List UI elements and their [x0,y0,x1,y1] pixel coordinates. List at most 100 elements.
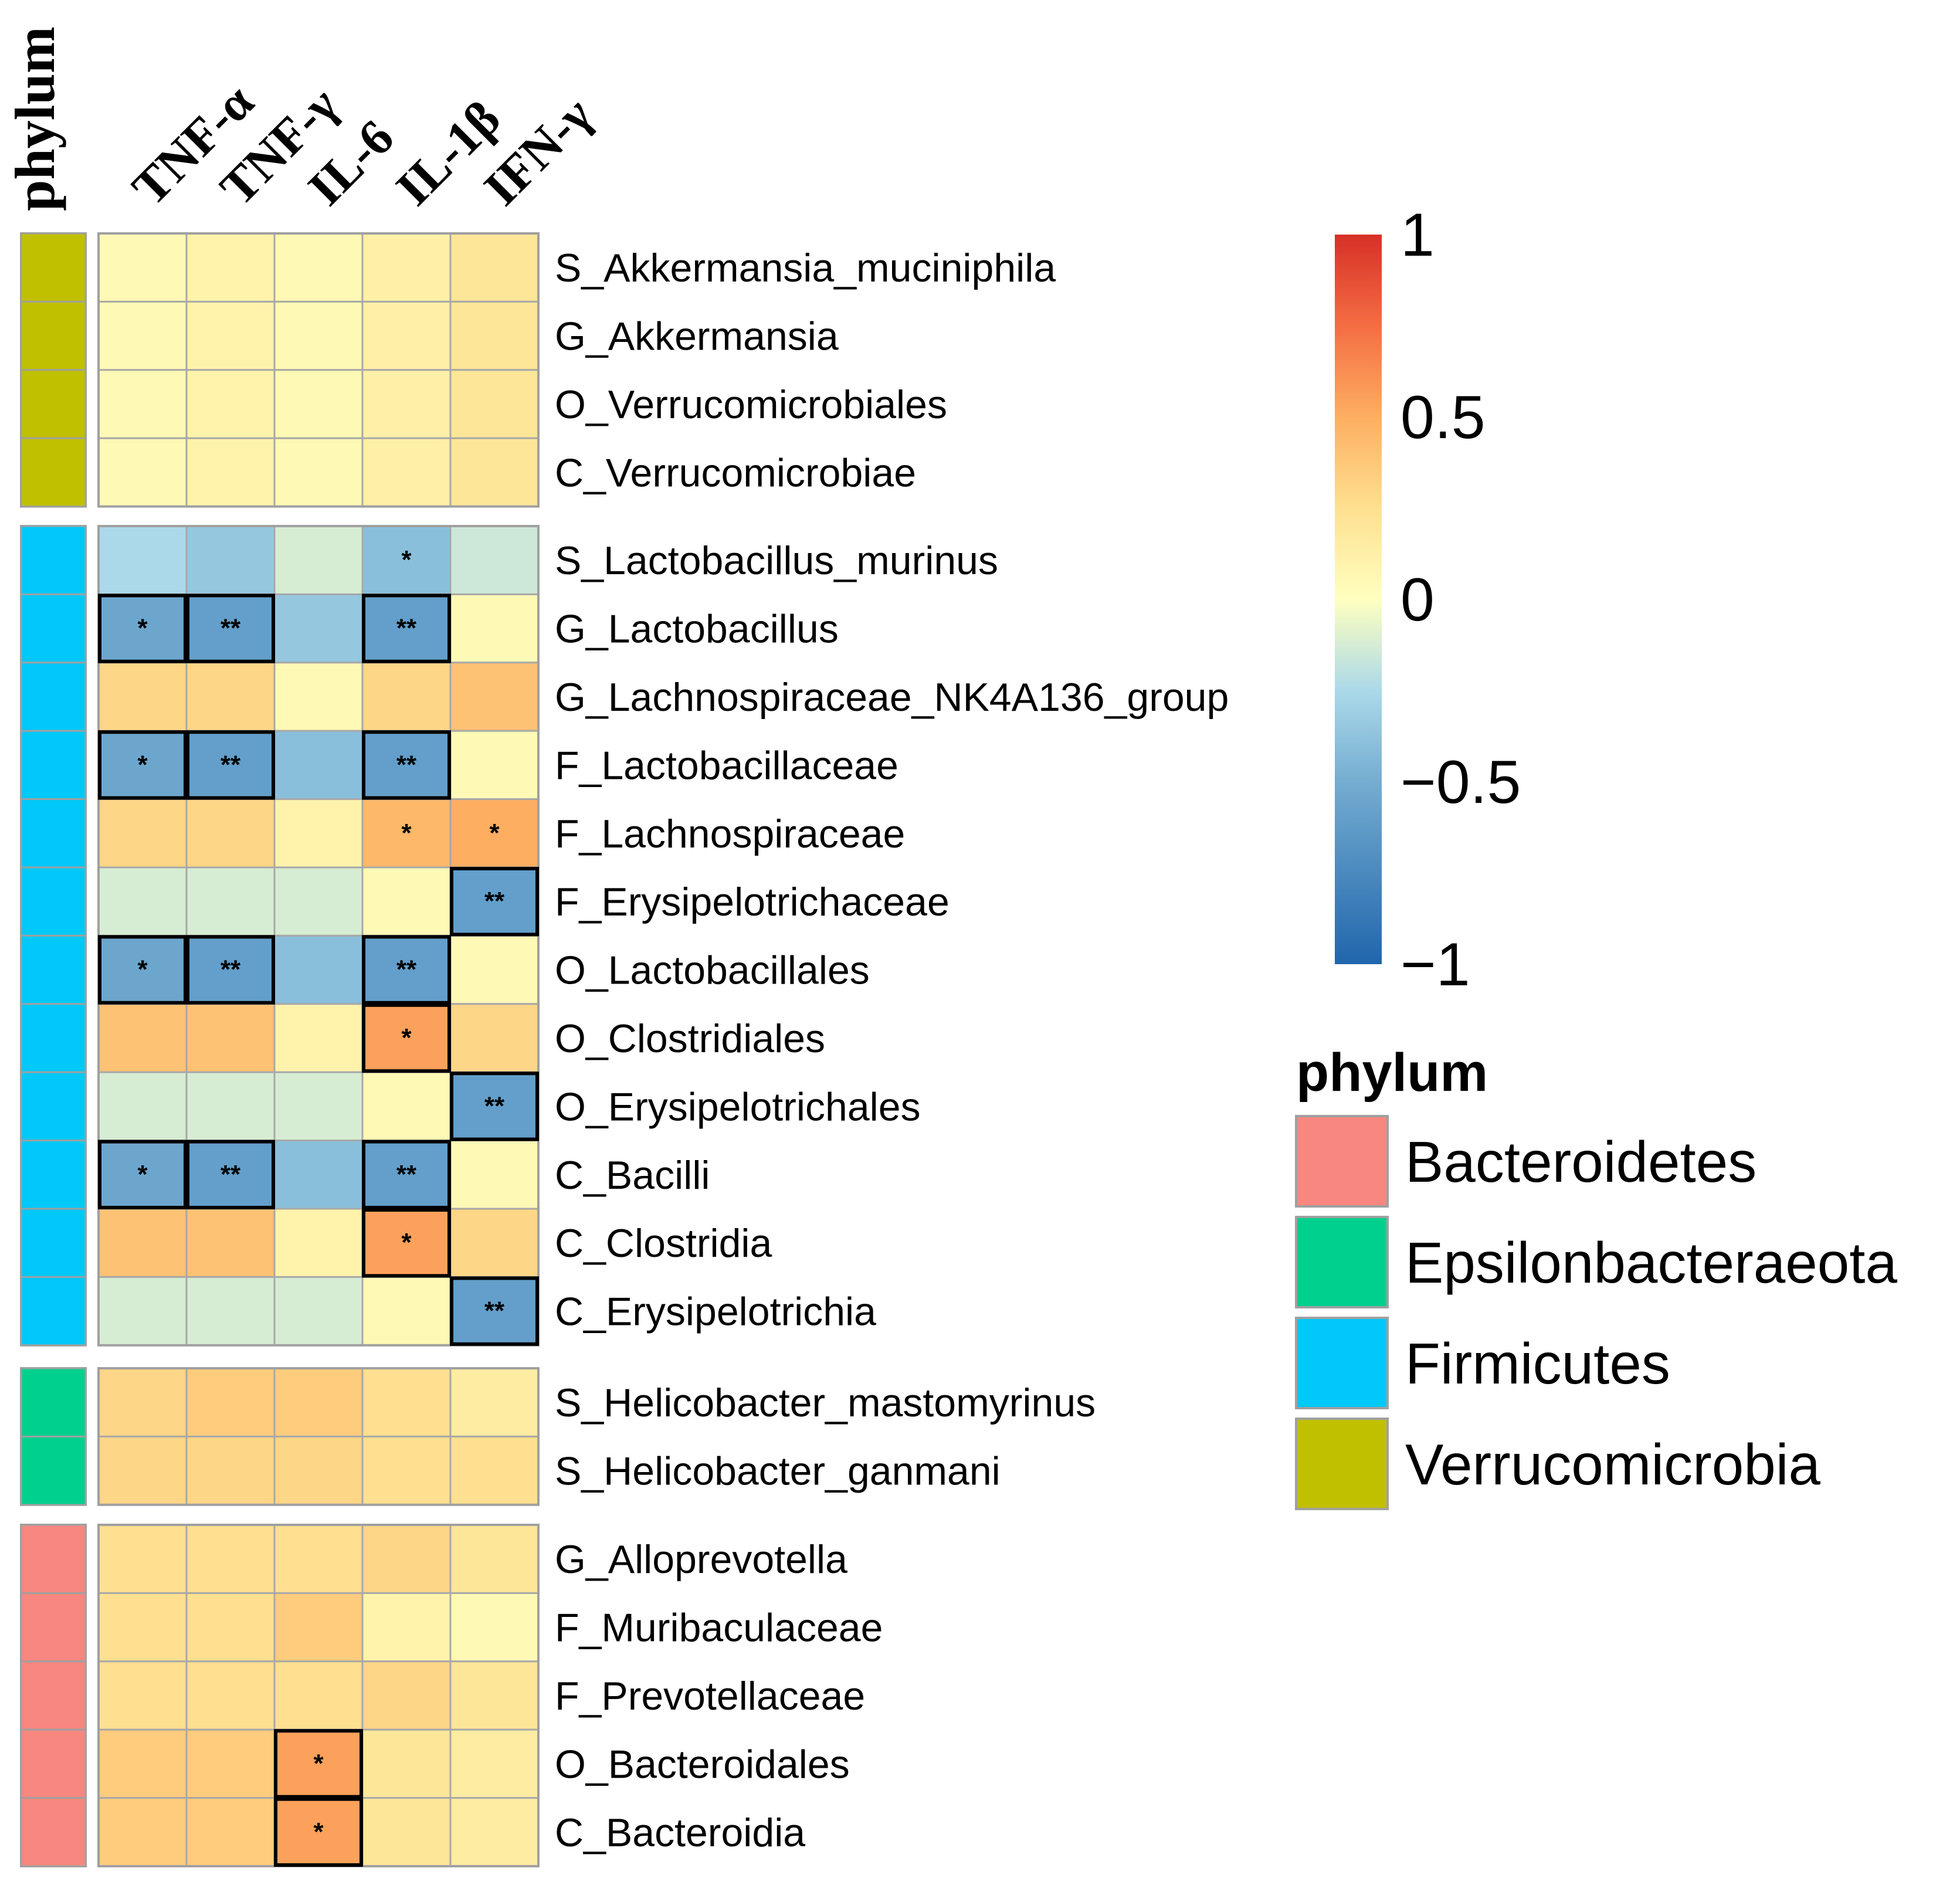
legend-swatch-epsilonbacteraeota [1295,1216,1389,1308]
heatmap-cell [449,1276,540,1347]
phylum-annotation-cell [20,866,87,937]
heatmap-cell [361,1071,452,1142]
heatmap-group-border [97,232,540,508]
heatmap-cell [273,798,364,869]
heatmap-cell [449,593,540,664]
row-label-s-helicobacter-mastomyrinus: S_Helicobacter_mastomyrinus [555,1381,1096,1425]
heatmap-cell [273,1660,364,1731]
phylum-annotation-cell [20,437,87,508]
heatmap-cell [97,662,188,732]
heatmap-cell [97,437,188,508]
significance-box [450,1072,539,1141]
heatmap-cell [97,232,188,303]
phylum-annotation-cell [20,1728,87,1799]
significance-box [450,1276,539,1346]
heatmap-cell [97,798,188,869]
legend-swatch-verrucomicrobia [1295,1418,1389,1510]
significance-marker: ** [221,1160,241,1189]
heatmap-cell [361,1728,452,1799]
row-label-f-lachnospiraceae: F_Lachnospiraceae [555,812,905,856]
heatmap-cell [97,1367,188,1437]
phylum-legend-title: phylum [1296,1043,1488,1103]
significance-marker: * [137,955,148,984]
heatmap-cell [361,1435,452,1506]
legend-swatch-firmicutes [1295,1317,1389,1409]
color-scale-tick: 0.5 [1401,384,1486,452]
heatmap-cell [361,866,452,937]
heatmap-cell [97,1797,188,1867]
heatmap-cell [273,1003,364,1073]
heatmap-cell [273,593,364,664]
heatmap-cell [361,232,452,303]
row-label-o-lactobacillales: O_Lactobacillales [555,948,870,993]
significance-marker: * [313,1818,324,1846]
heatmap-cell [273,1071,364,1142]
heatmap-cell [449,1140,540,1210]
heatmap-cell [97,1592,188,1663]
significance-box [362,594,451,663]
heatmap-cell [273,232,364,303]
heatmap-cell [449,1592,540,1663]
heatmap-cell [449,437,540,508]
phylum-annotation-cell [20,593,87,664]
heatmap-cell [185,1592,276,1663]
significance-marker: * [137,750,148,779]
heatmap-cell [449,369,540,439]
heatmap-cell [185,730,276,801]
heatmap-cell [97,525,188,595]
phylum-annotation-cell [20,1524,87,1594]
heatmap-cell [97,730,188,801]
row-label-s-akkermansia-muciniphila: S_Akkermansia_muciniphila [555,246,1056,290]
heatmap-cell [449,525,540,595]
row-label-c-erysipelotrichia: C_Erysipelotrichia [555,1290,876,1334]
heatmap-cell [449,1367,540,1437]
heatmap-cell [361,662,452,732]
color-scale-tick: 1 [1401,201,1435,269]
row-label-o-verrucomicrobiales: O_Verrucomicrobiales [555,382,947,427]
column-label-il-1: IL-1β [385,90,511,216]
heatmap-cell [97,369,188,439]
significance-box [186,1140,275,1209]
significance-box [186,594,275,663]
heatmap-cell [97,300,188,371]
significance-marker: ** [484,887,505,916]
significance-marker: ** [396,614,417,643]
heatmap-cell [361,369,452,439]
heatmap-cell [185,1071,276,1142]
heatmap-cell [273,866,364,937]
heatmap-cell [185,798,276,869]
heatmap-cell [185,1367,276,1437]
phylum-annotation-cell [20,798,87,869]
heatmap-cell [185,1660,276,1731]
phylum-annotation-cell [20,1003,87,1073]
row-label-c-bacilli: C_Bacilli [555,1153,710,1198]
heatmap-cell [361,934,452,1005]
phylum-annotation-cell [20,730,87,801]
phylum-annotation-cell [20,662,87,732]
color-scale-tick: −0.5 [1401,748,1521,816]
heatmap-cell [449,1208,540,1278]
heatmap-cell [185,1797,276,1867]
row-label-g-lachnospiraceae-nk4a136-group: G_Lachnospiraceae_NK4A136_group [555,675,1229,720]
phylum-annotation-cell [20,1592,87,1663]
significance-marker: * [137,614,148,643]
phylum-annotation-cell [20,1071,87,1142]
column-label-ifn: IFN-γ [473,86,603,216]
phylum-annotation-cell [20,1276,87,1347]
heatmap-cell [449,1524,540,1594]
significance-marker: ** [221,955,241,984]
heatmap-cell [97,1140,188,1210]
legend-label-firmicutes: Firmicutes [1405,1331,1670,1396]
phylum-annotation-cell [20,232,87,303]
significance-marker: ** [484,1297,505,1325]
significance-box [98,730,187,800]
heatmap-cell [97,1524,188,1594]
row-label-f-erysipelotrichaceae: F_Erysipelotrichaceae [555,880,950,924]
heatmap-cell [449,1660,540,1731]
significance-marker: * [401,1023,412,1052]
row-label-f-muribaculaceae: F_Muribaculaceae [555,1606,883,1650]
legend-label-verrucomicrobia: Verrucomicrobia [1405,1432,1821,1497]
heatmap-cell [97,593,188,664]
significance-box [98,935,187,1005]
row-label-g-alloprevotella: G_Alloprevotella [555,1537,847,1582]
